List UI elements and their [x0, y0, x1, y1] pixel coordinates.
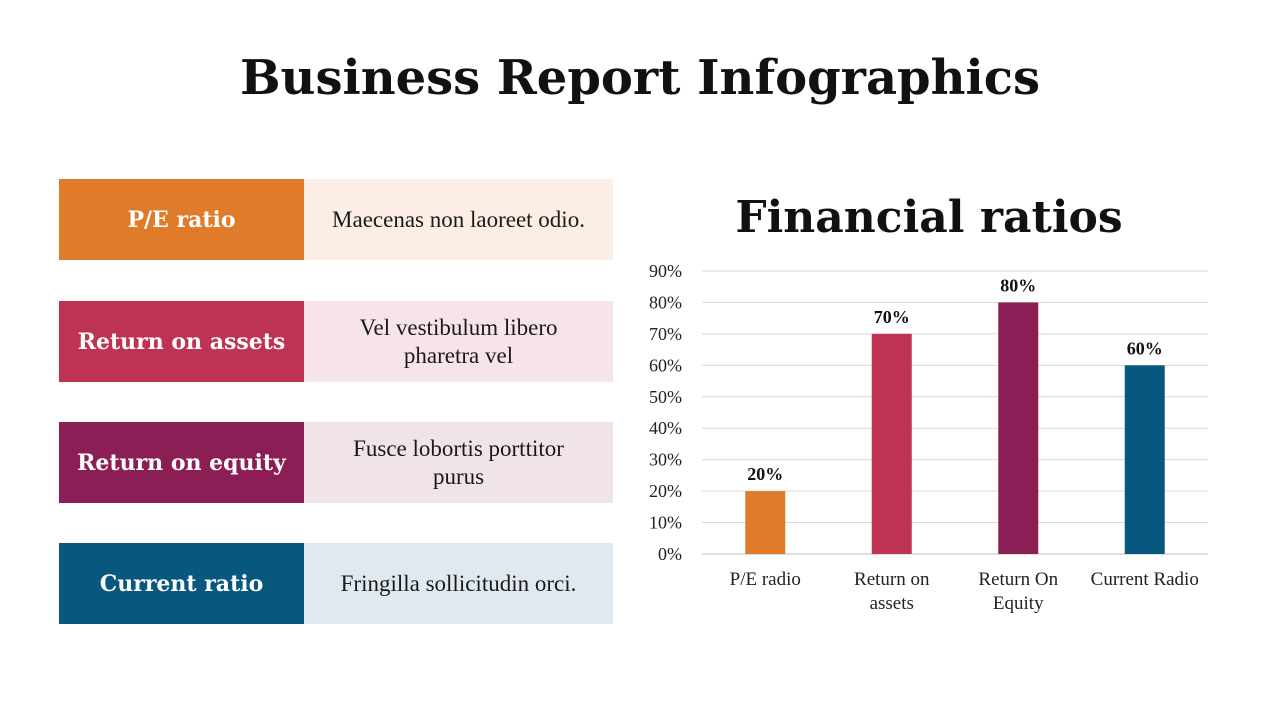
page-title: Business Report Infographics: [239, 50, 1040, 106]
ratio-label: Return on assets: [59, 301, 304, 382]
y-tick-label: 80%: [649, 292, 682, 312]
data-label: 20%: [747, 464, 783, 484]
ratio-label: Return on equity: [59, 422, 304, 503]
y-tick-label: 40%: [649, 418, 682, 438]
ratio-description: Fusce lobortis porttitor purus: [304, 422, 613, 503]
y-tick-label: 60%: [649, 355, 682, 375]
bar: [1124, 365, 1165, 554]
ratio-label: Current ratio: [59, 543, 304, 624]
ratio-row-equity: Return on equity Fusce lobortis porttito…: [59, 422, 613, 503]
x-tick-label: assets: [870, 593, 914, 614]
y-tick-label: 90%: [649, 261, 682, 281]
y-tick-label: 10%: [649, 513, 682, 533]
bar: [745, 491, 786, 554]
x-tick-label: Equity: [993, 593, 1044, 614]
ratio-row-current: Current ratio Fringilla sollicitudin orc…: [59, 543, 613, 624]
x-tick-label: Current Radio: [1091, 569, 1199, 590]
ratio-row-pe: P/E ratio Maecenas non laoreet odio.: [59, 179, 613, 260]
data-label: 70%: [874, 307, 910, 327]
ratio-description: Maecenas non laoreet odio.: [304, 179, 613, 260]
bar: [998, 302, 1039, 554]
ratio-description: Fringilla sollicitudin orci.: [304, 543, 613, 624]
x-tick-label: P/E radio: [730, 569, 801, 590]
y-tick-label: 0%: [658, 544, 682, 564]
y-tick-label: 70%: [649, 324, 682, 344]
ratio-row-assets: Return on assets Vel vestibulum libero p…: [59, 301, 613, 382]
ratio-label: P/E ratio: [59, 179, 304, 260]
x-tick-label: Return On: [978, 569, 1058, 590]
y-tick-label: 20%: [649, 481, 682, 501]
y-tick-label: 50%: [649, 387, 682, 407]
x-tick-label: Return on: [854, 569, 930, 590]
bar: [871, 333, 912, 554]
chart-title: Financial ratios: [735, 192, 1123, 243]
ratio-description: Vel vestibulum libero pharetra vel: [304, 301, 613, 382]
data-label: 80%: [1000, 275, 1036, 295]
financial-ratios-chart: 0% 10% 20% 30% 40% 50% 60% 70% 80% 90% 20% P/E radi…: [649, 261, 1208, 614]
data-label: 60%: [1127, 338, 1163, 358]
y-tick-label: 30%: [649, 450, 682, 470]
